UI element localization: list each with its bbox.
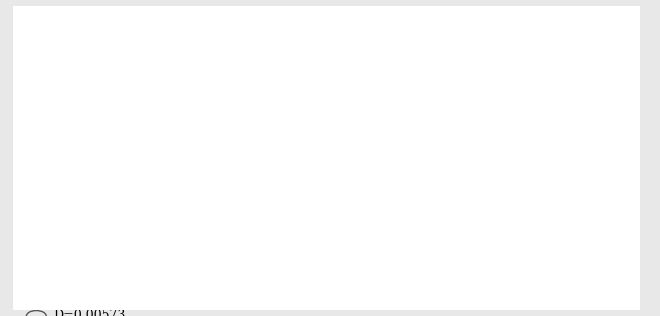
- Text: =: =: [51, 166, 69, 179]
- Text: at some specific points:: at some specific points:: [426, 28, 570, 41]
- Text: x: x: [56, 76, 63, 86]
- Text: I: I: [69, 207, 74, 220]
- Text: 3D: 3D: [251, 113, 267, 123]
- Text: D=0.00573: D=0.00573: [53, 308, 125, 316]
- Text: D+0.101315: D+0.101315: [297, 113, 370, 123]
- Text: D=0.00682: D=0.00682: [53, 280, 125, 293]
- Text: $\int_0^1$: $\int_0^1$: [66, 163, 84, 192]
- Text: f(x)dx: f(x)dx: [89, 166, 123, 179]
- Text: f(x): f(x): [50, 112, 69, 123]
- Text: 0.75: 0.75: [321, 76, 346, 86]
- Text: D=0.054415: D=0.054415: [53, 252, 133, 265]
- Text: Let: Let: [30, 166, 53, 179]
- Text: Let consider the following table that gives the values of a function: Let consider the following table that gi…: [30, 28, 428, 41]
- Text: . Assume that composite Simpson’s rule gives 0.16032 as approximation for the: . Assume that composite Simpson’s rule g…: [117, 166, 593, 179]
- Text: 0.5: 0.5: [250, 76, 268, 86]
- Text: 0.14285: 0.14285: [457, 113, 504, 123]
- Text: 0.25: 0.25: [176, 76, 201, 86]
- Text: 0: 0: [112, 76, 119, 86]
- Text: I: I: [46, 166, 50, 179]
- Text: 0.16666: 0.16666: [92, 113, 139, 123]
- Text: with h=0.25 then:: with h=0.25 then:: [75, 207, 186, 220]
- Text: 0.111815+D: 0.111815+D: [152, 113, 224, 123]
- Text: f: f: [418, 28, 422, 41]
- Text: 1: 1: [477, 76, 484, 86]
- Text: integral: integral: [30, 207, 81, 220]
- Text: D=0.00612: D=0.00612: [53, 223, 125, 236]
